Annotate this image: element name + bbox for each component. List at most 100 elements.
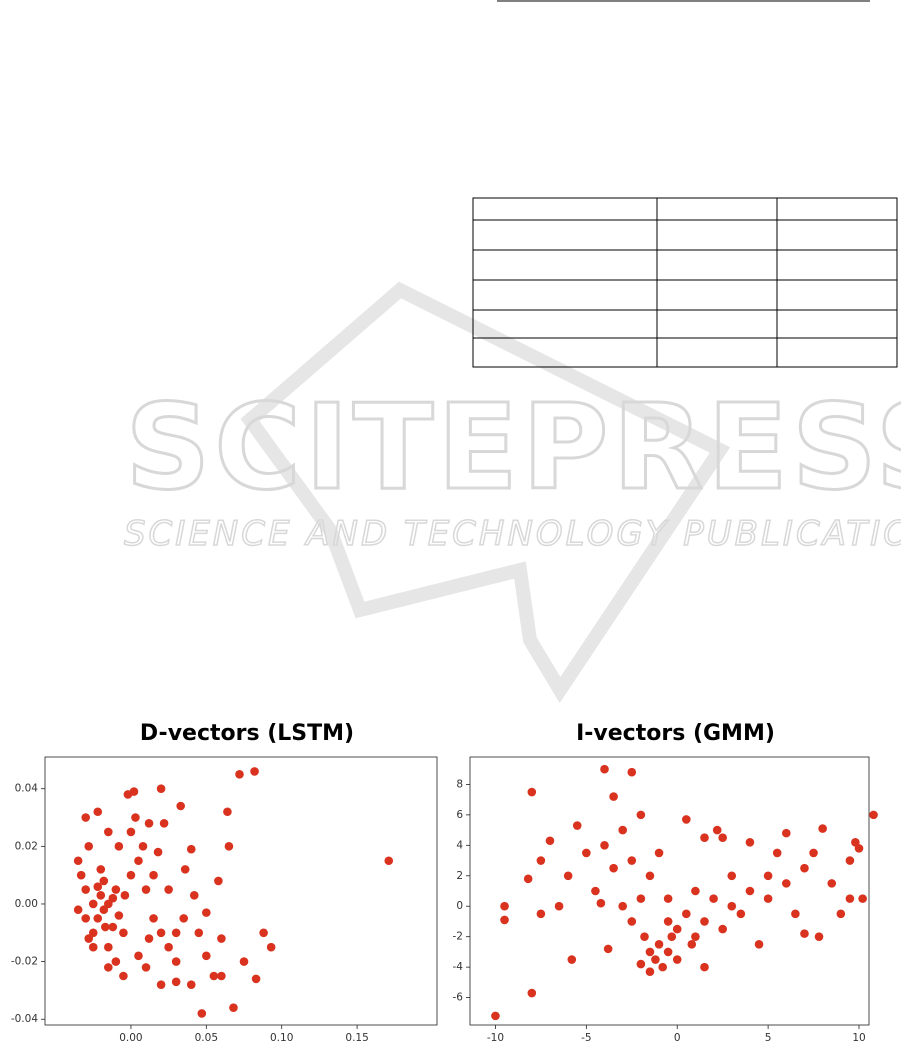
point — [259, 928, 268, 938]
point — [186, 980, 196, 989]
watermark-title: SCITEPRESS — [125, 378, 901, 516]
y-tick-label: 0 — [456, 900, 463, 912]
point — [266, 942, 276, 952]
point — [93, 807, 103, 817]
point — [600, 841, 609, 850]
y-tick-label: 8 — [456, 778, 463, 790]
point — [84, 842, 94, 851]
point — [88, 928, 98, 938]
x-tick-label: 0.10 — [270, 1032, 293, 1044]
point — [81, 813, 91, 822]
point — [563, 871, 573, 881]
point — [180, 865, 190, 874]
point — [691, 932, 700, 941]
point — [141, 963, 151, 972]
point — [164, 885, 173, 894]
point — [149, 914, 158, 923]
point — [627, 767, 637, 777]
point — [111, 957, 121, 966]
y-tick-label: -2 — [453, 931, 463, 943]
point — [99, 905, 109, 915]
point — [81, 914, 91, 923]
point — [545, 836, 555, 846]
point — [126, 827, 136, 837]
point — [663, 894, 673, 903]
y-tick-label: 4 — [456, 839, 463, 851]
point — [171, 928, 181, 938]
chart-title: D-vectors (LSTM) — [140, 721, 354, 746]
point — [500, 915, 509, 925]
x-tick-label: 0.00 — [119, 1032, 142, 1044]
point — [114, 842, 124, 851]
point — [171, 957, 181, 966]
point — [791, 909, 800, 919]
point — [156, 980, 166, 989]
y-tick-label: 2 — [456, 870, 463, 882]
point — [214, 876, 223, 886]
y-tick-label: 0.04 — [15, 783, 39, 795]
point — [772, 848, 782, 858]
table-border — [472, 197, 898, 368]
point — [763, 871, 773, 881]
point — [818, 824, 827, 833]
point — [251, 974, 261, 984]
point — [108, 922, 118, 932]
point — [691, 886, 700, 896]
point — [129, 787, 139, 796]
x-tick-label: 0 — [674, 1032, 681, 1044]
point — [171, 977, 181, 987]
point — [93, 882, 103, 891]
point — [763, 894, 773, 903]
y-tick-label: -0.02 — [11, 956, 38, 968]
point — [119, 971, 128, 981]
point — [636, 959, 646, 969]
point — [572, 821, 582, 830]
point — [491, 1011, 500, 1021]
point — [754, 939, 764, 949]
point — [800, 863, 809, 873]
point — [700, 917, 709, 926]
point — [836, 909, 846, 919]
point — [176, 801, 185, 811]
y-tick-label: -6 — [453, 992, 464, 1004]
point — [73, 905, 83, 915]
point — [96, 865, 106, 874]
point — [229, 1003, 238, 1013]
point — [114, 911, 124, 920]
point — [536, 856, 546, 865]
point — [119, 928, 128, 938]
y-tick-label: -4 — [453, 961, 464, 973]
point — [745, 886, 755, 896]
point — [781, 879, 791, 888]
point — [131, 813, 140, 822]
point — [627, 856, 637, 865]
point — [645, 967, 655, 977]
point — [126, 870, 136, 880]
point — [141, 885, 151, 894]
point — [138, 842, 148, 851]
point — [202, 908, 211, 917]
point — [209, 971, 219, 981]
point — [718, 924, 727, 934]
point — [582, 848, 591, 858]
point — [384, 856, 394, 866]
point — [108, 893, 118, 903]
point — [104, 942, 113, 952]
point — [104, 827, 113, 837]
point — [687, 939, 697, 949]
x-tick-label: 10 — [852, 1032, 865, 1044]
point — [609, 792, 618, 801]
point — [618, 825, 627, 835]
y-tick-label: 0.02 — [15, 840, 38, 852]
point — [745, 837, 755, 847]
point — [500, 901, 509, 911]
point — [709, 894, 718, 903]
point — [858, 894, 867, 903]
plot-frame — [44, 756, 438, 1026]
x-tick-label: 5 — [765, 1032, 772, 1044]
charts: D-vectors (LSTM) 0.00 0.05 0.10 0.15 -0.04 -0.… — [11, 721, 878, 1044]
point — [96, 891, 106, 900]
point — [718, 833, 727, 843]
point — [250, 767, 259, 776]
